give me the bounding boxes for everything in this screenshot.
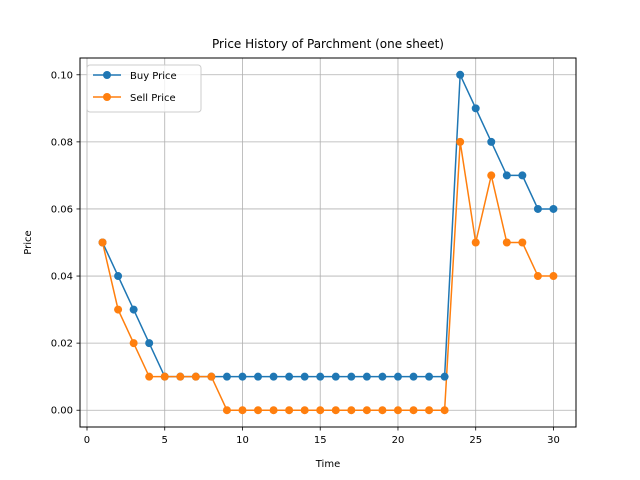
sell-price-point bbox=[269, 406, 278, 415]
y-axis-ticks: 0.00 0.02 0.04 0.06 0.08 0.10 bbox=[51, 70, 80, 417]
x-tick-label: 30 bbox=[547, 435, 560, 446]
buy-price-point bbox=[549, 204, 558, 213]
legend: Buy Price Sell Price bbox=[86, 64, 202, 113]
sell-price-legend-marker bbox=[103, 93, 111, 101]
y-tick-label: 0.10 bbox=[51, 70, 73, 81]
buy-price-point bbox=[285, 372, 294, 381]
buy-price-point bbox=[440, 372, 449, 381]
buy-price-legend-label: Buy Price bbox=[130, 71, 177, 82]
buy-price-point bbox=[456, 70, 465, 79]
sell-price-point bbox=[176, 372, 185, 381]
sell-price-point bbox=[254, 406, 263, 415]
plot-frame bbox=[79, 57, 577, 428]
x-tick-label: 15 bbox=[314, 435, 327, 446]
buy-price-legend-marker bbox=[103, 71, 111, 79]
buy-price-point bbox=[409, 372, 418, 381]
buy-price-point bbox=[331, 372, 340, 381]
buy-price-point bbox=[425, 372, 434, 381]
sell-price-point bbox=[502, 238, 511, 247]
buy-price-point bbox=[316, 372, 325, 381]
y-tick-label: 0.08 bbox=[51, 137, 73, 148]
x-axis-ticks: 0 5 10 15 20 25 30 bbox=[84, 427, 560, 446]
sell-price-point bbox=[285, 406, 294, 415]
sell-price-point bbox=[331, 406, 340, 415]
buy-price-point bbox=[362, 372, 371, 381]
x-tick-label: 25 bbox=[469, 435, 482, 446]
buy-price-point bbox=[222, 372, 231, 381]
sell-price-legend-label: Sell Price bbox=[130, 93, 176, 104]
sell-price-point bbox=[518, 238, 527, 247]
sell-price-point bbox=[471, 238, 480, 247]
x-tick-label: 0 bbox=[84, 435, 90, 446]
sell-price-point bbox=[440, 406, 449, 415]
buy-price-point bbox=[378, 372, 387, 381]
buy-price-point bbox=[300, 372, 309, 381]
sell-price-point bbox=[409, 406, 418, 415]
sell-price-point bbox=[362, 406, 371, 415]
sell-price-point bbox=[533, 272, 542, 281]
x-axis-label: Time bbox=[315, 459, 340, 470]
sell-price-point bbox=[145, 372, 154, 381]
buy-price-point bbox=[347, 372, 356, 381]
y-tick-label: 0.02 bbox=[51, 339, 73, 350]
sell-price-point bbox=[378, 406, 387, 415]
x-tick-label: 5 bbox=[162, 435, 168, 446]
sell-price-point bbox=[300, 406, 309, 415]
buy-price-point bbox=[129, 305, 138, 314]
buy-price-point bbox=[502, 171, 511, 180]
buy-price-point bbox=[487, 137, 496, 146]
y-tick-label: 0.00 bbox=[51, 406, 73, 417]
chart-title: Price History of Parchment (one sheet) bbox=[212, 37, 444, 51]
legend-box bbox=[86, 64, 202, 113]
x-tick-label: 10 bbox=[236, 435, 249, 446]
buy-price-point bbox=[238, 372, 247, 381]
x-tick-label: 20 bbox=[392, 435, 405, 446]
sell-price-point bbox=[456, 137, 465, 146]
sell-price-point bbox=[549, 272, 558, 281]
buy-price-point bbox=[145, 339, 154, 348]
y-tick-label: 0.04 bbox=[51, 272, 73, 283]
y-tick-label: 0.06 bbox=[51, 204, 73, 215]
grid-lines bbox=[80, 58, 576, 427]
sell-price-point bbox=[222, 406, 231, 415]
buy-price-point bbox=[114, 272, 123, 281]
series-points bbox=[98, 70, 558, 415]
buy-price-point bbox=[254, 372, 263, 381]
buy-price-point bbox=[471, 104, 480, 113]
sell-price-point bbox=[393, 406, 402, 415]
sell-price-point bbox=[316, 406, 325, 415]
sell-price-point bbox=[191, 372, 200, 381]
sell-price-point bbox=[238, 406, 247, 415]
sell-price-point bbox=[207, 372, 216, 381]
sell-price-point bbox=[487, 171, 496, 180]
sell-price-point bbox=[98, 238, 107, 247]
sell-price-point bbox=[347, 406, 356, 415]
buy-price-point bbox=[518, 171, 527, 180]
sell-price-point bbox=[160, 372, 169, 381]
buy-price-point bbox=[269, 372, 278, 381]
sell-price-point bbox=[129, 339, 138, 348]
sell-price-point bbox=[425, 406, 434, 415]
buy-price-point bbox=[533, 204, 542, 213]
sell-price-point bbox=[114, 305, 123, 314]
buy-price-point bbox=[393, 372, 402, 381]
y-axis-label: Price bbox=[23, 230, 34, 254]
